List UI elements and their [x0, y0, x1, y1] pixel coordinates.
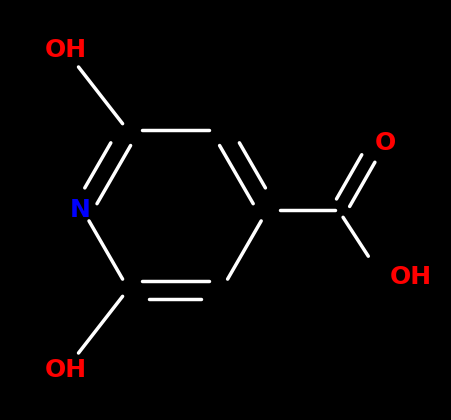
- Text: OH: OH: [45, 358, 87, 382]
- Text: OH: OH: [389, 265, 432, 289]
- Text: N: N: [70, 198, 91, 222]
- Text: OH: OH: [45, 38, 87, 62]
- Text: O: O: [374, 131, 396, 155]
